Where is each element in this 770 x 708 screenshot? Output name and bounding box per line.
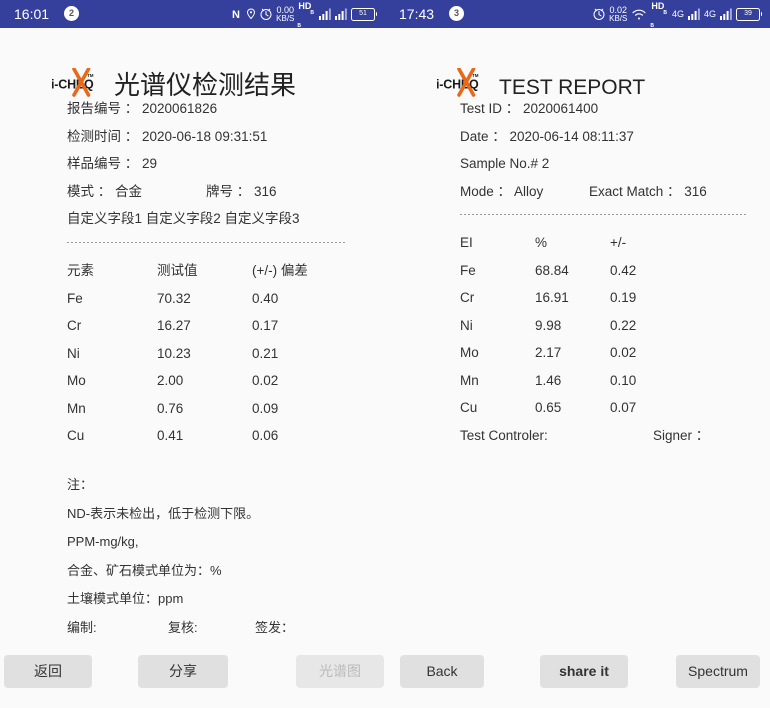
svg-text:TM: TM bbox=[87, 73, 94, 78]
svg-text:i-CHEQ: i-CHEQ bbox=[52, 78, 94, 92]
svg-text:N: N bbox=[232, 9, 240, 20]
svg-text:i-CHEQ: i-CHEQ bbox=[437, 78, 479, 92]
svg-text:TM: TM bbox=[472, 73, 479, 78]
